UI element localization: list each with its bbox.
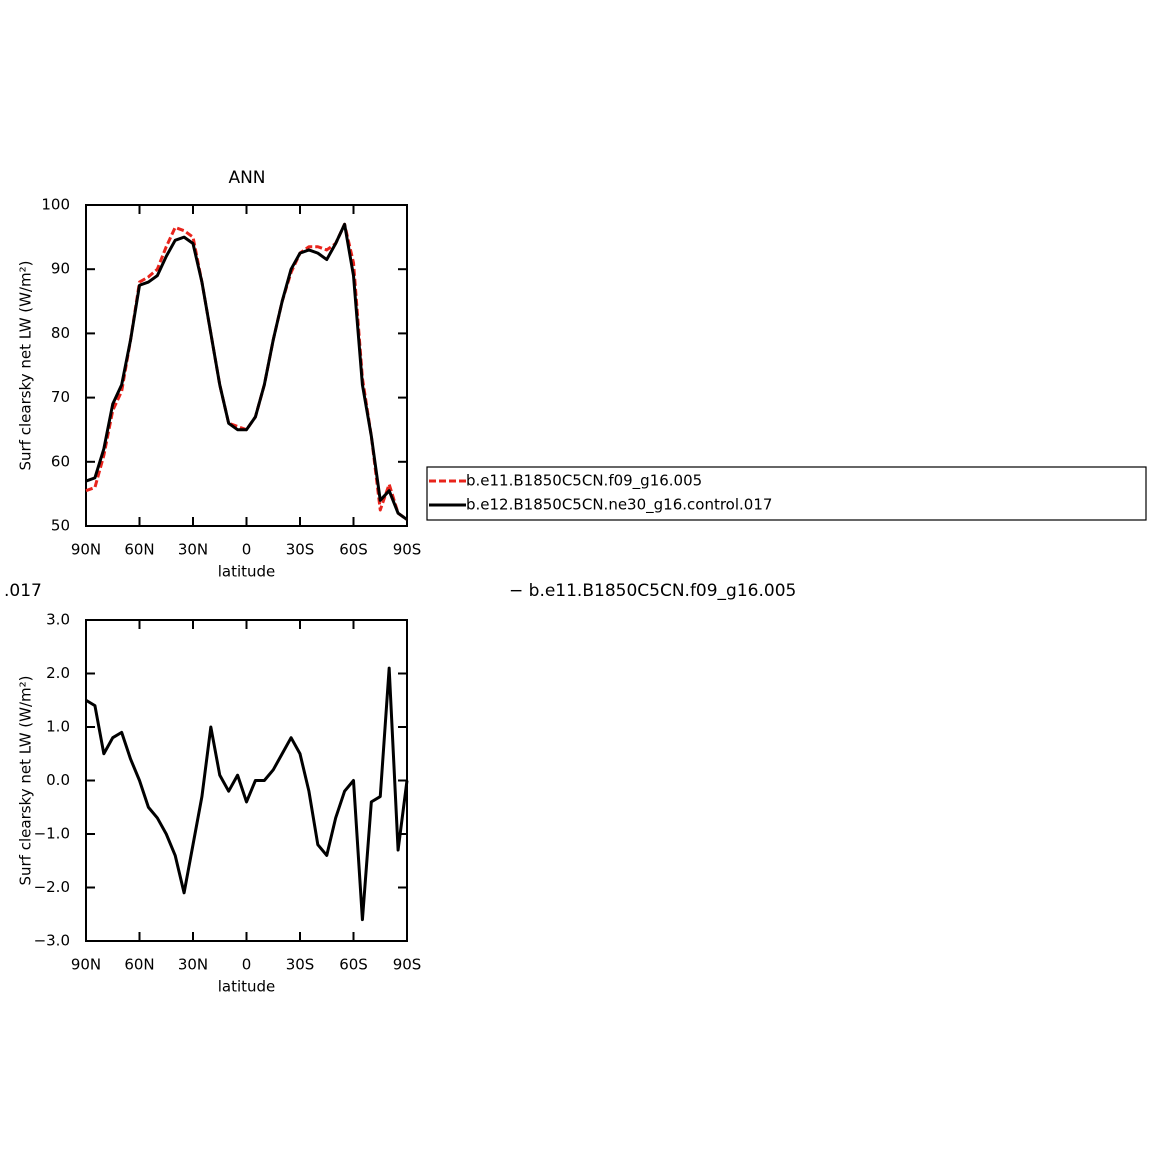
x-tick-label: 90S [393,956,422,974]
y-tick-label: 70 [51,388,70,406]
legend-label: b.e12.B1850C5CN.ne30_g16.control.017 [466,496,772,515]
y-tick-label: −1.0 [34,825,70,843]
title-fragment: .017 [4,581,42,601]
legend-label: b.e11.B1850C5CN.f09_g16.005 [466,472,702,491]
y-tick-label: 100 [41,196,70,214]
legend-box [426,466,1147,521]
x-tick-label: 60S [339,541,368,559]
x-axis-label: latitude [218,563,276,581]
chart-title: ANN [228,168,265,188]
y-tick-label: 2.0 [46,664,70,682]
y-tick-label: 0.0 [46,771,70,789]
x-tick-label: 60N [124,956,154,974]
title-fragment: − b.e11.B1850C5CN.f09_g16.005 [509,581,796,601]
x-tick-label: 0 [242,541,252,559]
x-tick-label: 30N [178,541,208,559]
x-tick-label: 60S [339,956,368,974]
y-axis-label: Surf clearsky net LW (W/m²) [17,675,35,885]
x-tick-label: 60N [124,541,154,559]
x-axis-label: latitude [218,978,276,996]
data-line [85,666,409,922]
y-tick-label: −2.0 [34,878,70,896]
y-axis-label: Surf clearsky net LW (W/m²) [17,260,35,470]
y-tick-label: 1.0 [46,718,70,736]
y-tick-label: 3.0 [46,611,70,629]
x-tick-label: 90S [393,541,422,559]
x-tick-label: 30N [178,956,208,974]
y-tick-label: 80 [51,324,70,342]
y-tick-label: 50 [51,517,70,535]
x-tick-label: 90N [71,541,101,559]
data-line [85,222,408,521]
x-tick-label: 30S [286,541,315,559]
x-tick-label: 0 [242,956,252,974]
y-tick-label: 90 [51,260,70,278]
x-tick-label: 90N [71,956,101,974]
y-tick-label: 60 [51,452,70,470]
y-tick-label: −3.0 [34,932,70,950]
x-tick-label: 30S [286,956,315,974]
